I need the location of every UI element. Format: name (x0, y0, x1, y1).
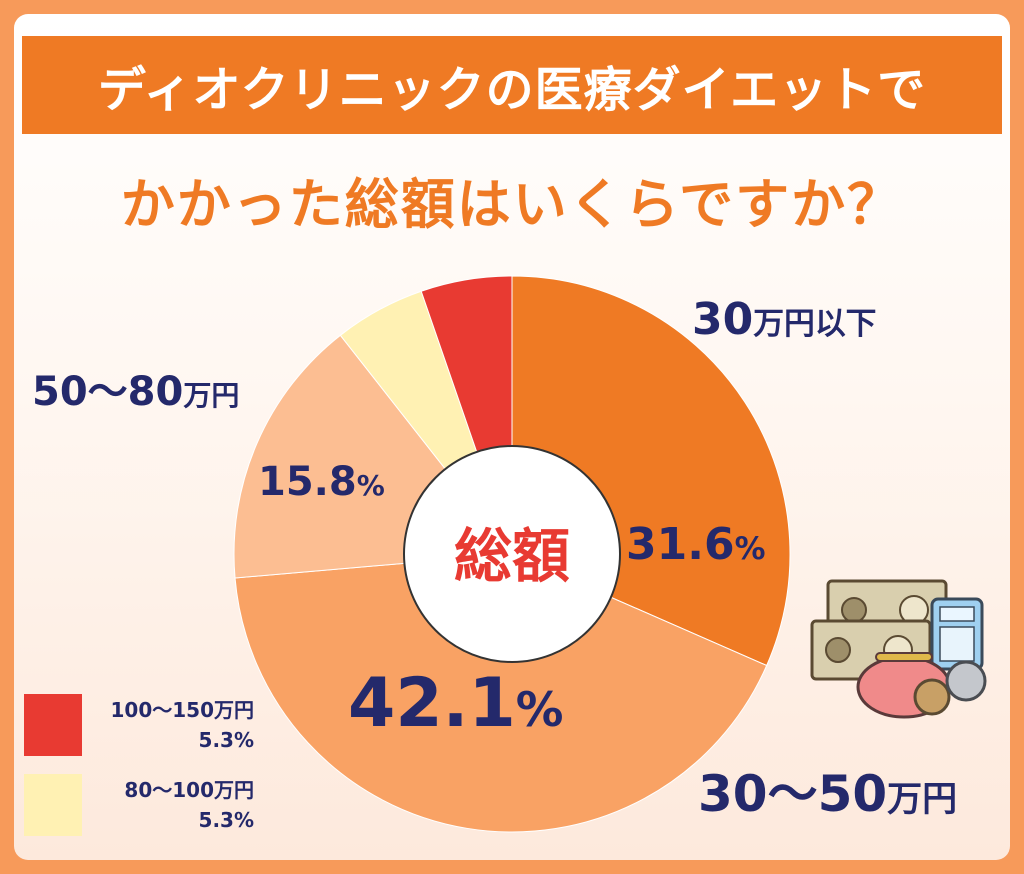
label-30-50: 30〜50万円 (698, 754, 957, 826)
center-circle (403, 445, 621, 663)
legend-item-80-100: 80〜100万円 5.3% (24, 774, 254, 836)
legend-value-80-100: 5.3% (198, 808, 254, 832)
legend-label-100-150: 100〜150万円 (110, 698, 255, 722)
money-icon (810, 579, 987, 719)
coin-gold (913, 678, 951, 716)
pct-30-50: 42.1% (348, 664, 563, 743)
calculator (930, 597, 984, 671)
pie-chart: 総額 (233, 275, 791, 833)
pct-30-50-value: 42.1 (348, 664, 516, 743)
page-subtitle: かかった総額はいくらですか？ (120, 173, 904, 236)
pct-30-under-value: 31.6 (626, 519, 735, 570)
label-30-50-main: 30〜50 (698, 765, 888, 823)
infographic-card: ディオクリニックの医療ダイエットで かかった総額はいくらですか？ 総額 30万円… (14, 14, 1010, 860)
legend-swatch-80-100 (24, 774, 82, 836)
label-50-80-unit: 万円 (183, 379, 240, 412)
pct-30-under-unit: % (734, 531, 766, 567)
legend-label-80-100: 80〜100万円 (124, 778, 254, 802)
label-50-80-main: 50〜80 (32, 369, 184, 415)
pct-30-under: 31.6% (626, 519, 765, 570)
pie-slice-1 (234, 553, 768, 833)
pct-50-80-unit: % (356, 469, 385, 502)
pct-30-50-unit: % (515, 683, 564, 738)
pct-50-80: 15.8% (258, 459, 385, 505)
legend-item-100-150: 100〜150万円 5.3% (24, 694, 254, 756)
page-title: ディオクリニックの医療ダイエットで (97, 62, 927, 118)
pct-50-80-value: 15.8 (258, 459, 357, 505)
legend-swatch-100-150 (24, 694, 82, 756)
label-30-under-main: 30 (692, 294, 754, 345)
coin-silver (945, 660, 987, 702)
title-banner: ディオクリニックの医療ダイエットで (22, 36, 1002, 134)
center-label: 総額 (454, 522, 570, 590)
label-30-50-unit: 万円 (887, 780, 958, 820)
label-30-under-unit: 万円以下 (753, 306, 877, 342)
legend-value-100-150: 5.3% (198, 728, 254, 752)
label-30-under: 30万円以下 (692, 294, 876, 345)
label-50-80: 50〜80万円 (32, 359, 239, 417)
